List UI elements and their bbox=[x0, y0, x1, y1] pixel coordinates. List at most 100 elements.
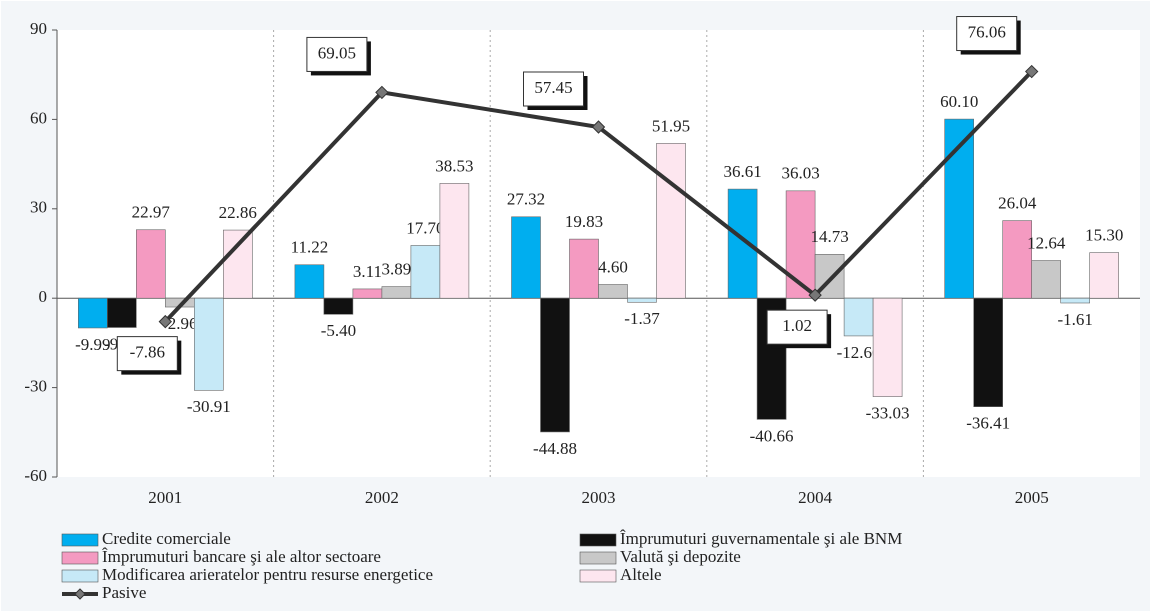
point bbox=[808, 288, 822, 302]
x-tick-label: 2001 bbox=[148, 488, 182, 507]
data-label: 14.73 bbox=[810, 227, 848, 246]
bar bbox=[511, 216, 541, 299]
data-label: 15.30 bbox=[1085, 226, 1123, 245]
legend-label: Împrumuturi bancare şi ale altor sectoar… bbox=[102, 547, 381, 566]
data-label: -1.61 bbox=[1057, 310, 1092, 329]
bar bbox=[1031, 260, 1061, 299]
line-label: 76.06 bbox=[956, 16, 1021, 55]
legend-swatch bbox=[61, 569, 99, 583]
data-label: -33.03 bbox=[866, 404, 910, 423]
y-tick-label: 90 bbox=[30, 19, 47, 38]
legend-swatch bbox=[61, 533, 99, 547]
x-tick-label: 2004 bbox=[798, 488, 833, 507]
data-label: -2.96 bbox=[162, 314, 197, 333]
data-label: 3.89 bbox=[382, 260, 412, 279]
data-label: -30.91 bbox=[187, 397, 231, 416]
data-label: -7.86 bbox=[130, 343, 165, 362]
data-label: -36.41 bbox=[966, 414, 1010, 433]
bar bbox=[727, 188, 758, 299]
bar bbox=[1060, 297, 1090, 304]
data-label: 3.11 bbox=[353, 262, 382, 281]
x-tick-label: 2003 bbox=[582, 488, 616, 507]
y-tick-label: -30 bbox=[24, 377, 47, 396]
data-label: 60.10 bbox=[940, 92, 978, 111]
bar bbox=[439, 183, 470, 299]
legend-swatch bbox=[579, 533, 617, 547]
data-label: 17.70 bbox=[406, 218, 444, 237]
x-tick-label: 2005 bbox=[1015, 488, 1049, 507]
bar bbox=[540, 297, 570, 433]
data-label: 38.53 bbox=[435, 156, 473, 175]
bar bbox=[1089, 252, 1119, 299]
bar bbox=[872, 297, 903, 397]
data-label: 4.60 bbox=[598, 257, 628, 276]
bar bbox=[323, 297, 354, 315]
point bbox=[158, 314, 173, 329]
data-label: 27.32 bbox=[507, 190, 545, 209]
bar bbox=[785, 190, 816, 299]
legend: Credite comerciale Împrumuturi guvernamen… bbox=[61, 529, 902, 602]
data-label: -40.66 bbox=[750, 426, 794, 445]
bar bbox=[136, 229, 166, 299]
y-tick-label: 30 bbox=[30, 198, 47, 217]
data-label: 19.83 bbox=[565, 212, 603, 231]
data-label: 22.97 bbox=[132, 203, 171, 222]
bar bbox=[352, 288, 383, 299]
label-box bbox=[956, 16, 1018, 52]
bar bbox=[294, 264, 325, 299]
legend-point bbox=[74, 588, 86, 600]
label-box bbox=[766, 309, 828, 345]
bar bbox=[1002, 220, 1033, 299]
label-box bbox=[523, 71, 584, 107]
bar bbox=[223, 229, 253, 299]
legend-swatch bbox=[579, 551, 617, 565]
point bbox=[375, 85, 389, 100]
bar bbox=[656, 143, 686, 299]
legend-label: Modificarea arieratelor pentru resurse e… bbox=[102, 565, 433, 584]
data-label: 22.86 bbox=[219, 203, 257, 222]
y-tick-label: 0 bbox=[39, 287, 48, 306]
legend-swatch bbox=[579, 569, 617, 583]
legend-label: Valută şi depozite bbox=[620, 547, 741, 566]
data-label: 36.61 bbox=[723, 162, 761, 181]
y-tick-label: 60 bbox=[30, 108, 47, 127]
data-label: 26.04 bbox=[998, 194, 1037, 213]
bar bbox=[107, 297, 137, 328]
data-label: 11.22 bbox=[291, 238, 329, 257]
data-label: 69.05 bbox=[318, 43, 356, 62]
data-label: 51.95 bbox=[652, 116, 690, 135]
data-label: -1.37 bbox=[624, 309, 660, 328]
label-box bbox=[116, 336, 178, 372]
bar bbox=[381, 286, 412, 299]
data-label: 36.03 bbox=[781, 164, 819, 183]
legend-label: Pasive bbox=[102, 583, 146, 602]
legend-label: Altele bbox=[620, 565, 662, 584]
data-label: -5.40 bbox=[321, 321, 356, 340]
data-label: -12.66 bbox=[837, 343, 881, 362]
point bbox=[1024, 64, 1039, 79]
legend-swatch bbox=[61, 551, 99, 565]
line-label: 1.02 bbox=[766, 309, 832, 349]
data-label: 12.64 bbox=[1027, 233, 1066, 252]
bar bbox=[627, 297, 657, 303]
point bbox=[591, 120, 606, 134]
bar bbox=[843, 297, 874, 337]
data-label: 1.02 bbox=[782, 316, 812, 335]
legend-label: Credite comerciale bbox=[102, 529, 231, 548]
bar bbox=[973, 297, 1004, 408]
y-tick-label: -60 bbox=[24, 466, 47, 485]
data-label: -9.99 bbox=[75, 335, 110, 354]
bar bbox=[569, 238, 599, 299]
bar bbox=[78, 297, 108, 329]
bar bbox=[194, 297, 224, 391]
data-label: 76.06 bbox=[968, 22, 1006, 41]
data-label: 57.45 bbox=[534, 78, 572, 97]
bar bbox=[410, 245, 441, 299]
line-label: 69.05 bbox=[306, 36, 371, 76]
x-tick-label: 2002 bbox=[365, 488, 399, 507]
line-label: 57.45 bbox=[523, 71, 588, 110]
line-label: -7.86 bbox=[116, 336, 182, 375]
legend-label: Împrumuturi guvernamentale şi ale BNM bbox=[620, 529, 902, 548]
data-label: -44.88 bbox=[533, 439, 577, 458]
